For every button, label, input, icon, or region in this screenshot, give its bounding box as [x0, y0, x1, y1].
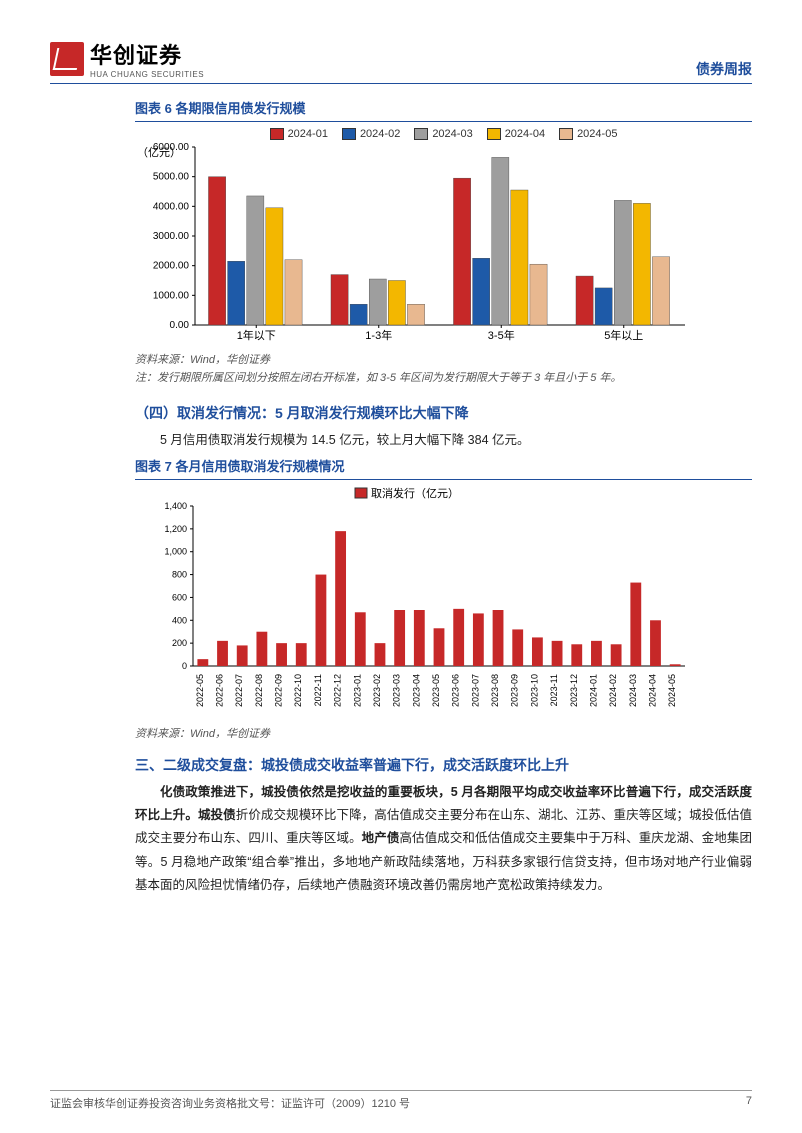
page-header: 华创证券 HUA CHUANG SECURITIES 债券周报: [50, 38, 752, 84]
svg-text:1,400: 1,400: [164, 501, 187, 511]
svg-text:2024-03: 2024-03: [628, 674, 638, 707]
chart7-title: 图表 7 各月信用债取消发行规模情况: [135, 456, 752, 475]
chart6-note: 注：发行期限所属区间划分按照左闭右开标准，如 3-5 年区间为发行期限大于等于 …: [135, 369, 752, 385]
svg-text:2022-12: 2022-12: [333, 674, 343, 707]
section4-body: 5 月信用债取消发行规模为 14.5 亿元，较上月大幅下降 384 亿元。: [135, 429, 752, 452]
svg-text:2023-09: 2023-09: [510, 674, 520, 707]
chart6-plot: （亿元）0.001000.002000.003000.004000.005000…: [135, 142, 752, 347]
svg-text:2022-10: 2022-10: [293, 674, 303, 707]
svg-text:2022-06: 2022-06: [215, 674, 225, 707]
svg-text:2024-05: 2024-05: [667, 674, 677, 707]
svg-text:5年以上: 5年以上: [604, 328, 643, 342]
svg-text:2024-02: 2024-02: [608, 674, 618, 707]
svg-text:1-3年: 1-3年: [365, 328, 392, 342]
svg-text:3-5年: 3-5年: [488, 328, 515, 342]
svg-text:6000.00: 6000.00: [153, 142, 190, 153]
svg-text:3000.00: 3000.00: [153, 231, 190, 242]
chart6-source: 资料来源：Wind，华创证券: [135, 351, 752, 367]
svg-text:2000.00: 2000.00: [153, 261, 190, 272]
svg-text:2022-09: 2022-09: [274, 674, 284, 707]
chart6-title: 图表 6 各期限信用债发行规模: [135, 98, 752, 117]
divider: [135, 121, 752, 122]
svg-text:400: 400: [172, 615, 187, 625]
svg-text:2023-06: 2023-06: [451, 674, 461, 707]
svg-text:200: 200: [172, 638, 187, 648]
svg-text:1,000: 1,000: [164, 547, 187, 557]
logo-cn: 华创证券: [90, 38, 204, 70]
svg-text:2023-01: 2023-01: [352, 674, 362, 707]
chart7-plot: 取消发行（亿元） 0 200 400 600 800 1,000 1,200 1,400 2022…: [135, 486, 752, 721]
logo-block: 华创证券 HUA CHUANG SECURITIES: [50, 38, 204, 79]
chart6-legend: 2024-012024-022024-032024-042024-05: [135, 128, 752, 140]
logo-en: HUA CHUANG SECURITIES: [90, 70, 204, 79]
svg-text:600: 600: [172, 593, 187, 603]
svg-text:2024-01: 2024-01: [588, 674, 598, 707]
chart7-source: 资料来源：Wind，华创证券: [135, 725, 752, 741]
svg-text:2024-04: 2024-04: [647, 674, 657, 707]
svg-text:取消发行（亿元）: 取消发行（亿元）: [371, 486, 459, 500]
svg-text:2022-05: 2022-05: [195, 674, 205, 707]
svg-text:4000.00: 4000.00: [153, 201, 190, 212]
divider: [135, 479, 752, 480]
svg-text:2023-07: 2023-07: [470, 674, 480, 707]
page-footer: 证监会审核华创证券投资咨询业务资格批文号：证监许可（2009）1210 号 7: [50, 1090, 752, 1111]
svg-text:2023-05: 2023-05: [431, 674, 441, 707]
svg-text:2023-03: 2023-03: [392, 674, 402, 707]
svg-text:2023-12: 2023-12: [569, 674, 579, 707]
svg-text:2022-08: 2022-08: [254, 674, 264, 707]
svg-text:1年以下: 1年以下: [237, 328, 276, 342]
svg-text:0.00: 0.00: [170, 320, 190, 331]
svg-text:1,200: 1,200: [164, 524, 187, 534]
section3-body: 化债政策推进下，城投债依然是挖收益的重要板块，5 月各期限平均成交收益率环比普遍…: [135, 781, 752, 897]
report-type: 债券周报: [696, 59, 752, 79]
page-number: 7: [746, 1095, 752, 1111]
svg-text:2023-08: 2023-08: [490, 674, 500, 707]
section4-title: （四）取消发行情况：5 月取消发行规模环比大幅下降: [135, 403, 752, 423]
svg-text:2023-11: 2023-11: [549, 674, 559, 706]
svg-text:2022-07: 2022-07: [234, 674, 244, 707]
logo-mark-icon: [50, 42, 84, 76]
svg-text:1000.00: 1000.00: [153, 290, 190, 301]
section3-title: 三、二级成交复盘：城投债成交收益率普遍下行，成交活跃度环比上升: [135, 755, 752, 775]
svg-text:2023-10: 2023-10: [529, 674, 539, 707]
svg-text:5000.00: 5000.00: [153, 172, 190, 183]
svg-text:2023-02: 2023-02: [372, 674, 382, 707]
svg-text:2023-04: 2023-04: [411, 674, 421, 707]
svg-text:800: 800: [172, 570, 187, 580]
footer-left: 证监会审核华创证券投资咨询业务资格批文号：证监许可（2009）1210 号: [50, 1095, 410, 1111]
svg-text:0: 0: [182, 661, 187, 671]
svg-text:2022-11: 2022-11: [313, 674, 323, 706]
